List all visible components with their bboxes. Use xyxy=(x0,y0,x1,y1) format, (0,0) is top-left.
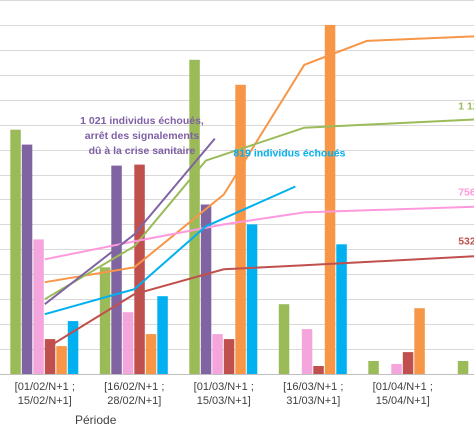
bar xyxy=(246,224,258,374)
x-tick-label: [01/03/N+1 ; 15/03/N+1] xyxy=(194,381,254,407)
bar xyxy=(10,129,21,374)
x-tick-label: [01/04/N+1 ; 15/04/N+1] xyxy=(373,381,433,407)
line-label: 532 indiv xyxy=(458,235,474,247)
bar xyxy=(212,334,223,374)
x-tick-label: [16/03/N+1 ; 31/03/N+1] xyxy=(283,381,343,407)
bar xyxy=(145,334,157,374)
bar xyxy=(402,352,414,374)
bar xyxy=(33,239,44,374)
bar xyxy=(157,296,168,374)
x-tick-label: [16/02/N+1 ; 28/02/N+1] xyxy=(104,381,164,407)
series-line xyxy=(44,205,474,261)
series-line xyxy=(44,118,474,301)
line-label: 756 individ xyxy=(458,187,474,199)
bar xyxy=(99,267,111,374)
x-tick-label: [01/02/N+1 ; 15/02/N+1] xyxy=(15,381,75,407)
bar xyxy=(301,329,313,374)
x-tick-labels: [01/02/N+1 ; 15/02/N+1] [16/02/N+1 ; 28/02/… xyxy=(15,381,433,407)
bar xyxy=(44,339,56,374)
series-line xyxy=(44,137,216,305)
line-label: 819 individus échoués xyxy=(233,148,345,160)
bar xyxy=(122,312,134,374)
series-line xyxy=(44,35,474,284)
bar xyxy=(67,321,79,374)
bar xyxy=(313,366,324,374)
bar xyxy=(391,364,402,374)
x-axis-title: Période xyxy=(75,413,117,427)
line-labels: 1482 i1 123 indiv756 individ532 indiv819… xyxy=(233,101,474,248)
annotation-text: 1 021 individus échoués, arrêt des signal… xyxy=(80,115,204,157)
series-line xyxy=(44,185,296,316)
bar xyxy=(457,361,469,374)
series-line xyxy=(44,255,474,350)
cumulative-lines xyxy=(44,35,474,350)
bar xyxy=(414,308,425,374)
bar xyxy=(324,24,336,375)
bar xyxy=(134,164,145,374)
bar xyxy=(200,204,212,374)
bar xyxy=(336,244,347,374)
bar xyxy=(21,144,33,374)
bar xyxy=(223,339,235,374)
bar xyxy=(56,346,67,374)
bar xyxy=(278,304,290,374)
bar xyxy=(235,84,246,375)
bar xyxy=(368,361,379,374)
line-label: 1 123 indiv xyxy=(458,101,474,113)
annotations: 1 021 individus échoués, arrêt des signal… xyxy=(80,115,204,157)
bar xyxy=(189,59,200,375)
